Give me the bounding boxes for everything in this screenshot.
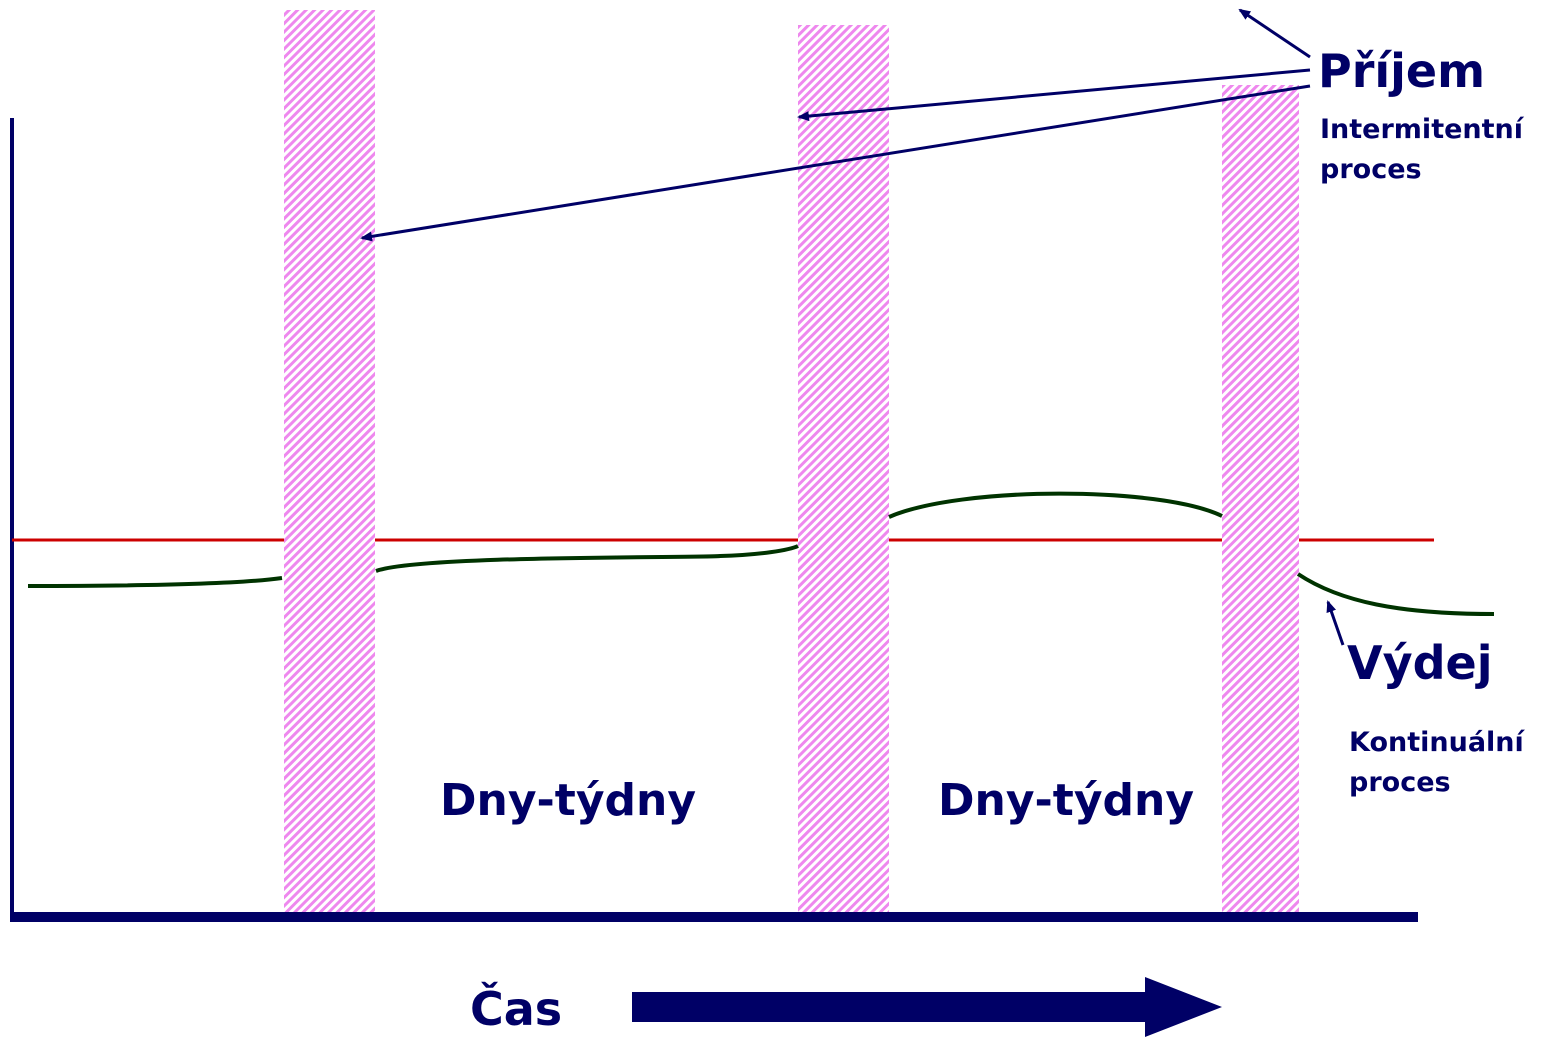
time-axis-label: Čas — [470, 982, 562, 1036]
intake-subtitle-line1: Intermitentní — [1320, 114, 1525, 145]
intake-bar-1 — [284, 10, 375, 912]
intake-bar-2 — [798, 25, 889, 912]
interval-label-2: Dny-týdny — [938, 775, 1194, 826]
output-subtitle-line1: Kontinuální — [1349, 727, 1526, 758]
intake-subtitle-line2: proces — [1320, 154, 1422, 185]
output-arrow — [1326, 600, 1345, 646]
intake-bar-3 — [1222, 85, 1299, 912]
stock-level-curve — [27, 491, 1495, 616]
intake-title: Příjem — [1318, 44, 1485, 98]
time-arrow — [632, 977, 1222, 1037]
output-title: Výdej — [1347, 636, 1492, 690]
interval-label-1: Dny-týdny — [440, 775, 696, 826]
intake-arrows — [360, 8, 1311, 242]
output-subtitle-line2: proces — [1349, 767, 1451, 798]
